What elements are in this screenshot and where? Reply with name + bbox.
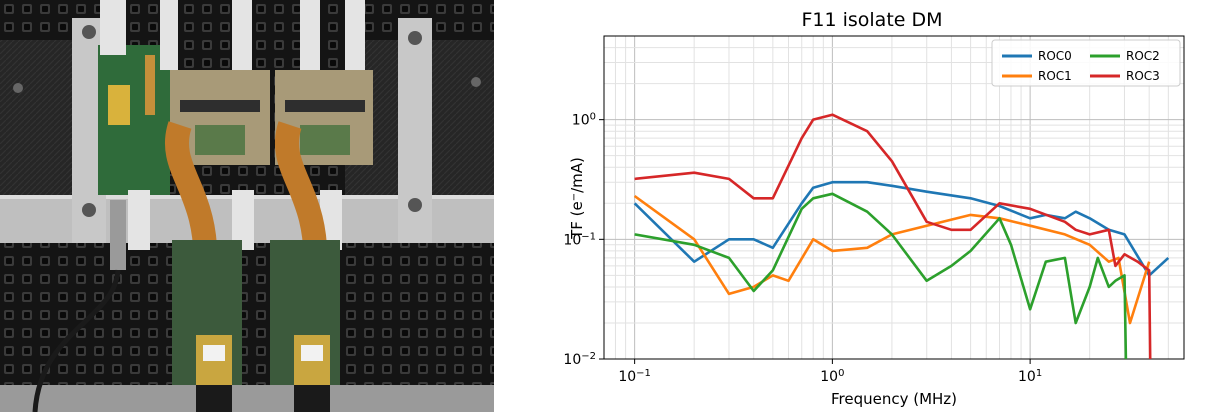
- chart-panel: F11 isolate DM 10−1 100 101 10−2 10−1 100 ROC…: [520, 0, 1208, 412]
- legend-label-roc0: ROC0: [1038, 49, 1072, 63]
- y-tick-exp: −2: [581, 351, 596, 362]
- y-tick-base: 10: [563, 352, 581, 368]
- y-tick-label: 10−2: [563, 351, 596, 369]
- legend-label-roc3: ROC3: [1126, 69, 1160, 83]
- y-axis-label-main: TF (e: [568, 201, 586, 240]
- series-layer: [633, 113, 1170, 360]
- y-axis-label-sup: −: [569, 193, 580, 201]
- y-axis-label-end: /mA): [568, 157, 586, 193]
- y-tick-base: 10: [563, 232, 581, 248]
- series-line-roc1: [633, 194, 1151, 325]
- y-tick-label: 100: [572, 111, 596, 129]
- legend: ROC0 ROC1 ROC2 ROC3: [991, 39, 1181, 87]
- y-tick-label: 10−1: [563, 231, 596, 249]
- series-line-roc2: [634, 192, 1128, 360]
- x-axis-label: Frequency (MHz): [831, 390, 957, 408]
- y-axis-label: TF (e−/mA): [568, 157, 586, 240]
- legend-box: [991, 39, 1181, 87]
- x-tick-label: 101: [1018, 368, 1042, 386]
- chart-title: F11 isolate DM: [801, 9, 942, 31]
- series-line-roc0: [633, 180, 1170, 277]
- x-tick-exp: −1: [636, 368, 651, 379]
- x-tick-base: 10: [1018, 369, 1036, 385]
- plot-frame: [603, 35, 1185, 360]
- x-tick-label: 10−1: [618, 368, 651, 386]
- y-tick-base: 10: [572, 113, 590, 129]
- hardware-photo: [0, 0, 494, 412]
- x-tick-label: 100: [820, 368, 844, 386]
- x-tick-base: 10: [820, 369, 838, 385]
- series-line-roc3: [634, 113, 1152, 360]
- legend-label-roc2: ROC2: [1126, 49, 1160, 63]
- y-tick-exp: 0: [590, 111, 596, 122]
- x-tick-exp: 1: [1036, 368, 1042, 379]
- hardware-photo-drawing: [0, 0, 494, 412]
- legend-label-roc1: ROC1: [1038, 69, 1072, 83]
- y-tick-exp: −1: [581, 231, 596, 242]
- x-tick-exp: 0: [838, 368, 844, 379]
- x-tick-base: 10: [618, 369, 636, 385]
